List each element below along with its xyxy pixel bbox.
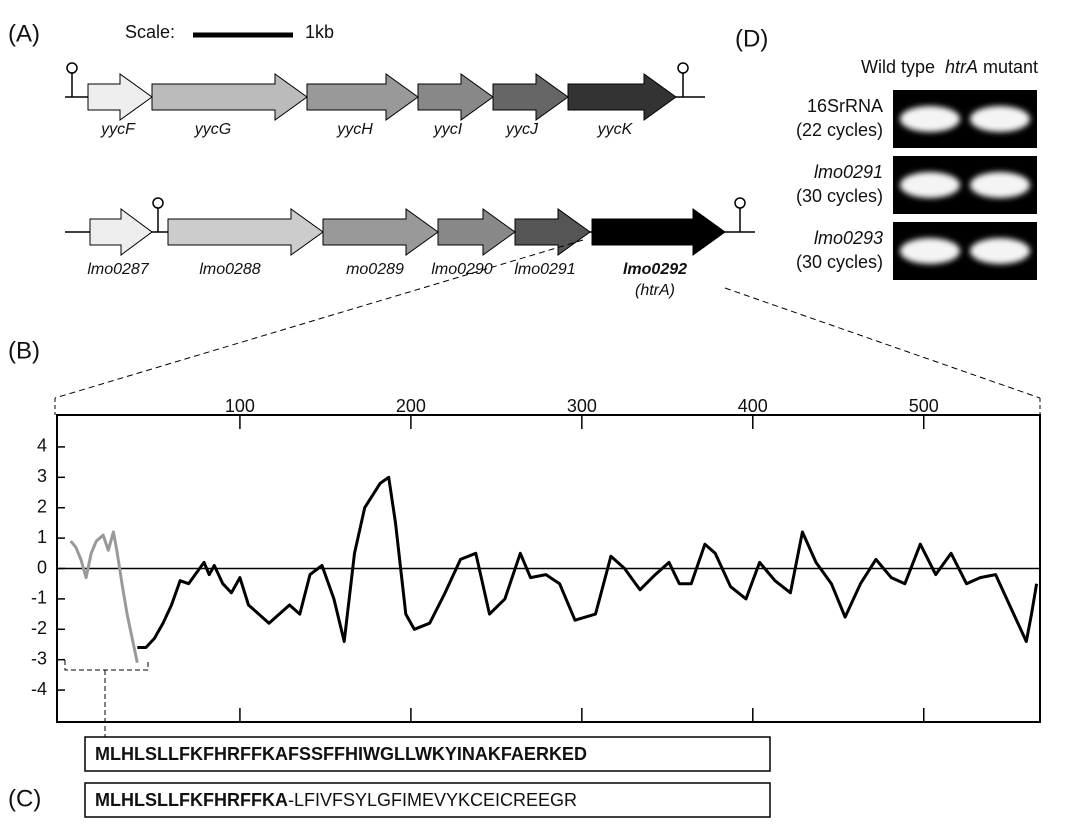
gene-label: mo0289 (346, 261, 404, 278)
row-label: lmo0293 (814, 228, 883, 248)
sequence: MLHLSLLFKFHRFFKAFSSFFHIWGLLWKYINAKFAERKE… (95, 744, 587, 764)
gel-band (970, 172, 1030, 198)
gene-arrow (90, 209, 152, 255)
panel-label: (A) (8, 20, 40, 47)
gene-label: yycK (597, 121, 634, 138)
gel-band (900, 172, 960, 198)
y-tick-label: 0 (37, 557, 47, 577)
operons: yycF yycG yycH yycI yycJ yycK lmo0287 lmo0288 mo… (65, 63, 755, 278)
gene-arrow (323, 209, 438, 255)
profile-line (137, 477, 1036, 647)
x-tick-label: 200 (396, 396, 426, 416)
gene-arrow (418, 74, 493, 120)
gene-label: yycF (100, 121, 136, 138)
y-tick-label: -2 (31, 618, 47, 638)
panel-label: (C) (8, 785, 41, 812)
gel-band (970, 106, 1030, 132)
gene-arrow (568, 74, 676, 120)
terminator (153, 198, 163, 208)
terminator (678, 63, 688, 73)
gene-arrow (592, 209, 725, 255)
row-label: 16SrRNA (807, 96, 883, 116)
y-tick-label: 1 (37, 527, 47, 547)
gene-arrow (88, 74, 152, 120)
column-label: Wild type (861, 57, 935, 77)
hydropathy-plot: 100 200 300 400 500 -4 -3 -2 -1 0 1 2 3 4 (31, 396, 1040, 722)
row-cycles: (30 cycles) (796, 186, 883, 206)
y-tick-label: 2 (37, 496, 47, 516)
x-tick-label: 100 (225, 396, 255, 416)
panel-label: (D) (735, 25, 768, 52)
x-tick-label: 400 (738, 396, 768, 416)
gel-band (900, 238, 960, 264)
gel-band (900, 106, 960, 132)
y-tick-label: 3 (37, 466, 47, 486)
gene-label: yycI (433, 121, 463, 138)
gene-label: yycJ (505, 121, 539, 138)
gene-label: yycH (336, 121, 373, 138)
gene-label: lmo0287 (87, 261, 149, 278)
gene-arrow (438, 209, 515, 255)
y-tick-label: -1 (31, 588, 47, 608)
row-cycles: (30 cycles) (796, 252, 883, 272)
gene-label: lmo0292 (623, 261, 687, 278)
panel-label: (B) (8, 337, 40, 364)
gene-label: yycG (194, 121, 231, 138)
gel-band (970, 238, 1030, 264)
gene-arrow (168, 209, 323, 255)
y-tick-label: -4 (31, 679, 47, 699)
row-cycles: (22 cycles) (796, 120, 883, 140)
gene-arrow (493, 74, 568, 120)
terminator (67, 63, 77, 73)
terminator (735, 198, 745, 208)
column-italic: htrA (945, 57, 978, 77)
profile-line (71, 532, 138, 663)
gene-arrow (515, 209, 590, 255)
gene-arrow (152, 74, 307, 120)
gene-label: lmo0288 (199, 261, 260, 278)
row-label: lmo0291 (814, 162, 883, 182)
gene-label: lmo0291 (514, 261, 575, 278)
column-rest: mutant (978, 57, 1038, 77)
signal-bracket (65, 660, 148, 737)
y-tick-label: -3 (31, 648, 47, 668)
x-tick-label: 300 (567, 396, 597, 416)
figure: (A) Scale: 1kb yycF yycG yycH yycI yycJ yycK l… (0, 0, 1067, 829)
sequence-bold: MLHLSLLFKFHRFFKA (95, 790, 288, 810)
gene-arrow (307, 74, 418, 120)
scale-unit: 1kb (305, 22, 334, 42)
x-tick-label: 500 (909, 396, 939, 416)
column-label: htrA mutant (945, 57, 1038, 77)
scale-label: Scale: (125, 22, 175, 42)
y-tick-label: 4 (37, 436, 47, 456)
zoom-line (725, 288, 1040, 398)
sequence-rest: -LFIVFSYLGFIMEVYKCEICREEGR (288, 790, 577, 810)
gels: 16SrRNA (22 cycles) lmo0291 (30 cycles) lmo0… (796, 90, 1037, 280)
gene-alias: (htrA) (635, 282, 675, 299)
sequence: MLHLSLLFKFHRFFKA-LFIVFSYLGFIMEVYKCEICREE… (95, 790, 577, 810)
